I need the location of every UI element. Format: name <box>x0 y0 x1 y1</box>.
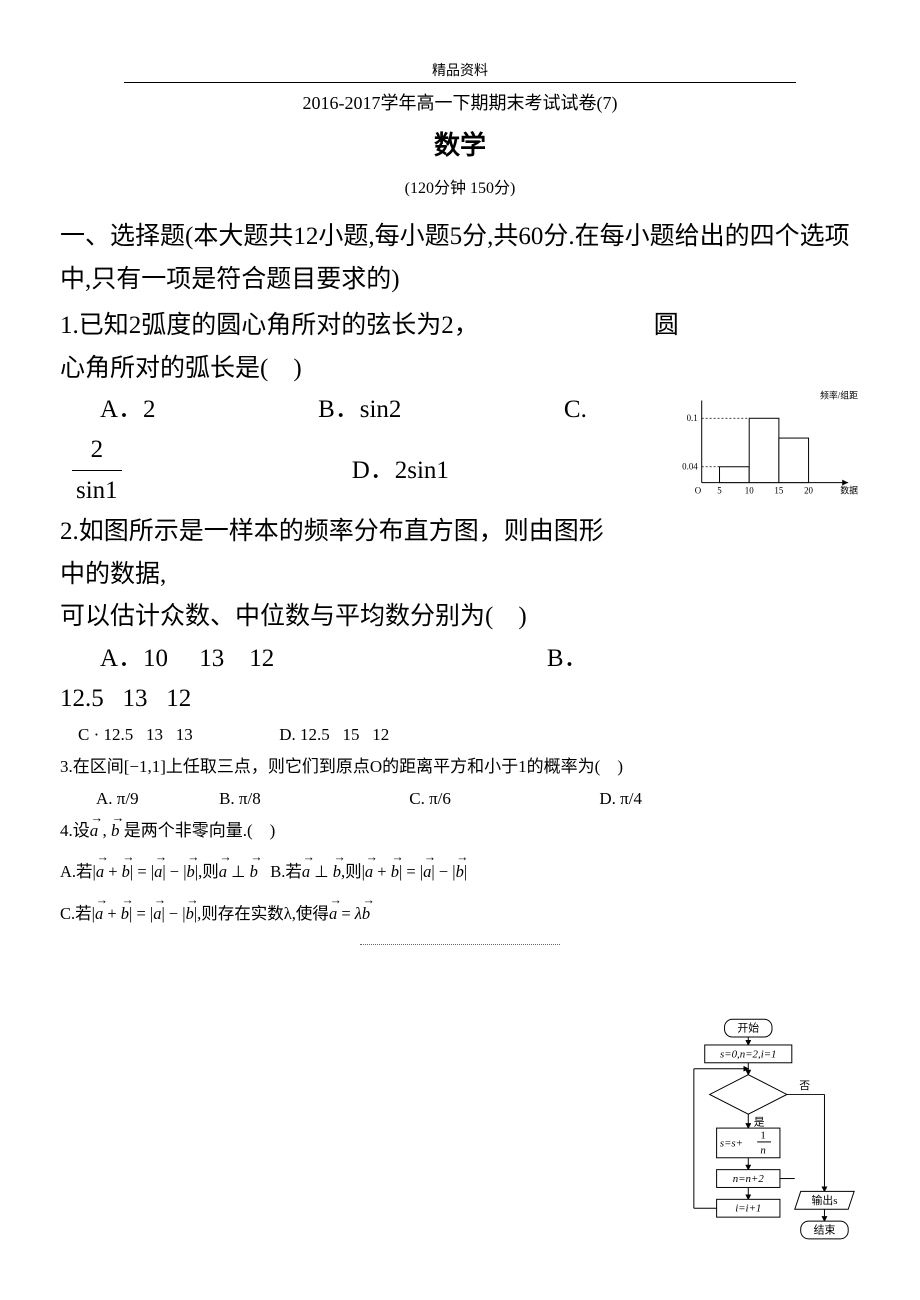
question-2-l1: 2.如图所示是一样本的频率分布直方图，则由图形 <box>60 511 860 554</box>
hist-ylabel: 频率/组距 <box>820 389 858 400</box>
question-3: 3.在区间[−1,1]上任取三点，则它们到原点O的距离平方和小于1的概率为( ) <box>60 751 860 783</box>
q1-text-1: 1.已知2弧度的圆心角所对的弦长为2， <box>60 312 479 339</box>
subject-heading: 数学 <box>60 125 860 162</box>
q4-pre: 4.设 <box>60 821 90 840</box>
q1-frac-num: 2 <box>72 430 122 471</box>
q1-text-cont: 圆 <box>654 312 679 339</box>
q4-opt-b-pre: B.若 <box>270 862 302 881</box>
hist-ytick-01: 0.1 <box>687 413 698 423</box>
q4-opt-ab: A.若|a + b| = |a| − |b|,则a ⊥ b B.若a ⊥ b,则… <box>60 854 860 890</box>
q1-opt-d: D．2sin1 <box>352 451 449 491</box>
resource-label: 精品资料 <box>124 60 796 83</box>
fc-init: s=0,n=2,i=1 <box>720 1048 776 1060</box>
q4-opt-c-pre: C.若 <box>60 904 92 923</box>
hist-x-15: 15 <box>774 485 783 495</box>
hist-xlabel: 数据 <box>840 484 858 495</box>
section-instructions: 一、选择题(本大题共12小题,每小题5分,共60分.在每小题给出的四个选项中,只… <box>60 216 860 301</box>
q3-opt-b: B. π/8 <box>219 789 261 808</box>
hist-bar-2 <box>749 418 779 482</box>
q1-fraction: 2 sin1 <box>72 430 122 511</box>
q4-opt-a-mid: ,则 <box>198 862 219 881</box>
q1-frac-den: sin1 <box>72 471 122 511</box>
question-4: 4.设a , b 是两个非零向量.( ) <box>60 815 860 847</box>
fc-start: 开始 <box>737 1021 759 1035</box>
question-1: 1.已知2弧度的圆心角所对的弦长为2， _____________ 圆 <box>60 305 860 348</box>
q2-opt-c: C · 12.5 13 13 <box>78 725 193 744</box>
fc-step1-num: 1 <box>760 1130 765 1142</box>
fc-output: 输出s <box>811 1193 837 1207</box>
q3-opt-c: C. π/6 <box>409 789 451 808</box>
q2-opt-b2: 12.5 13 12 <box>60 679 860 719</box>
histogram-chart: 频率/组距 0.1 0.04 O 5 10 15 20 数据 <box>674 388 862 500</box>
q2-opt-b: B． <box>547 645 589 672</box>
fc-yes: 是 <box>754 1116 765 1129</box>
hist-ytick-004: 0.04 <box>682 462 698 472</box>
question-2-l3: 可以估计众数、中位数与平均数分别为( ) <box>60 596 860 639</box>
hist-x-20: 20 <box>804 485 813 495</box>
hist-bar-3 <box>779 438 809 483</box>
fc-end: 结束 <box>814 1223 836 1236</box>
exam-title: 2016-2017学年高一下期期末考试试卷(7) <box>60 89 860 115</box>
q4-opt-c: C.若|a + b| = |a| − |b|,则存在实数λ,使得a = λb <box>60 896 860 932</box>
fc-no: 否 <box>799 1080 810 1092</box>
footer-divider <box>360 944 560 948</box>
q1-opt-b: B．sin2 <box>318 396 401 423</box>
q2-options-row1: A．10 13 12 B． <box>60 639 860 679</box>
q3-opt-d: D. π/4 <box>599 789 642 808</box>
flowchart: 开始 s=0,n=2,i=1 是 否 s=s+ 1 n n=n+2 输出s i=… <box>680 1016 868 1256</box>
fc-step2: n=n+2 <box>733 1173 765 1185</box>
q4-opt-c-mid: ,则存在实数λ,使得 <box>197 904 329 923</box>
q1-opt-c: C. <box>564 396 587 423</box>
q1-line2: 心角所对的弧长是( ) <box>60 348 860 391</box>
q3-options: A. π/9 B. π/8 C. π/6 D. π/4 <box>60 783 860 815</box>
fc-step1-den: n <box>760 1144 765 1156</box>
fc-step1-left: s=s+ <box>720 1137 743 1149</box>
q2-options-row2: C · 12.5 13 13 D. 12.5 15 12 <box>60 719 860 751</box>
hist-bar-1 <box>720 467 750 483</box>
question-2-l2: 中的数据, <box>60 554 860 597</box>
q1-opt-a: A．2 <box>100 396 156 423</box>
q4-mid: 是两个非零向量.( ) <box>120 821 276 840</box>
fc-step3: i=i+1 <box>735 1203 761 1215</box>
q2-opt-d: D. 12.5 15 12 <box>279 725 389 744</box>
q4-opt-a-pre: A.若 <box>60 862 93 881</box>
time-score: (120分钟 150分) <box>60 174 860 198</box>
hist-x-10: 10 <box>745 485 754 495</box>
hist-origin: O <box>695 485 702 495</box>
q2-opt-a: A．10 13 12 <box>100 645 274 672</box>
hist-x-5: 5 <box>717 485 722 495</box>
